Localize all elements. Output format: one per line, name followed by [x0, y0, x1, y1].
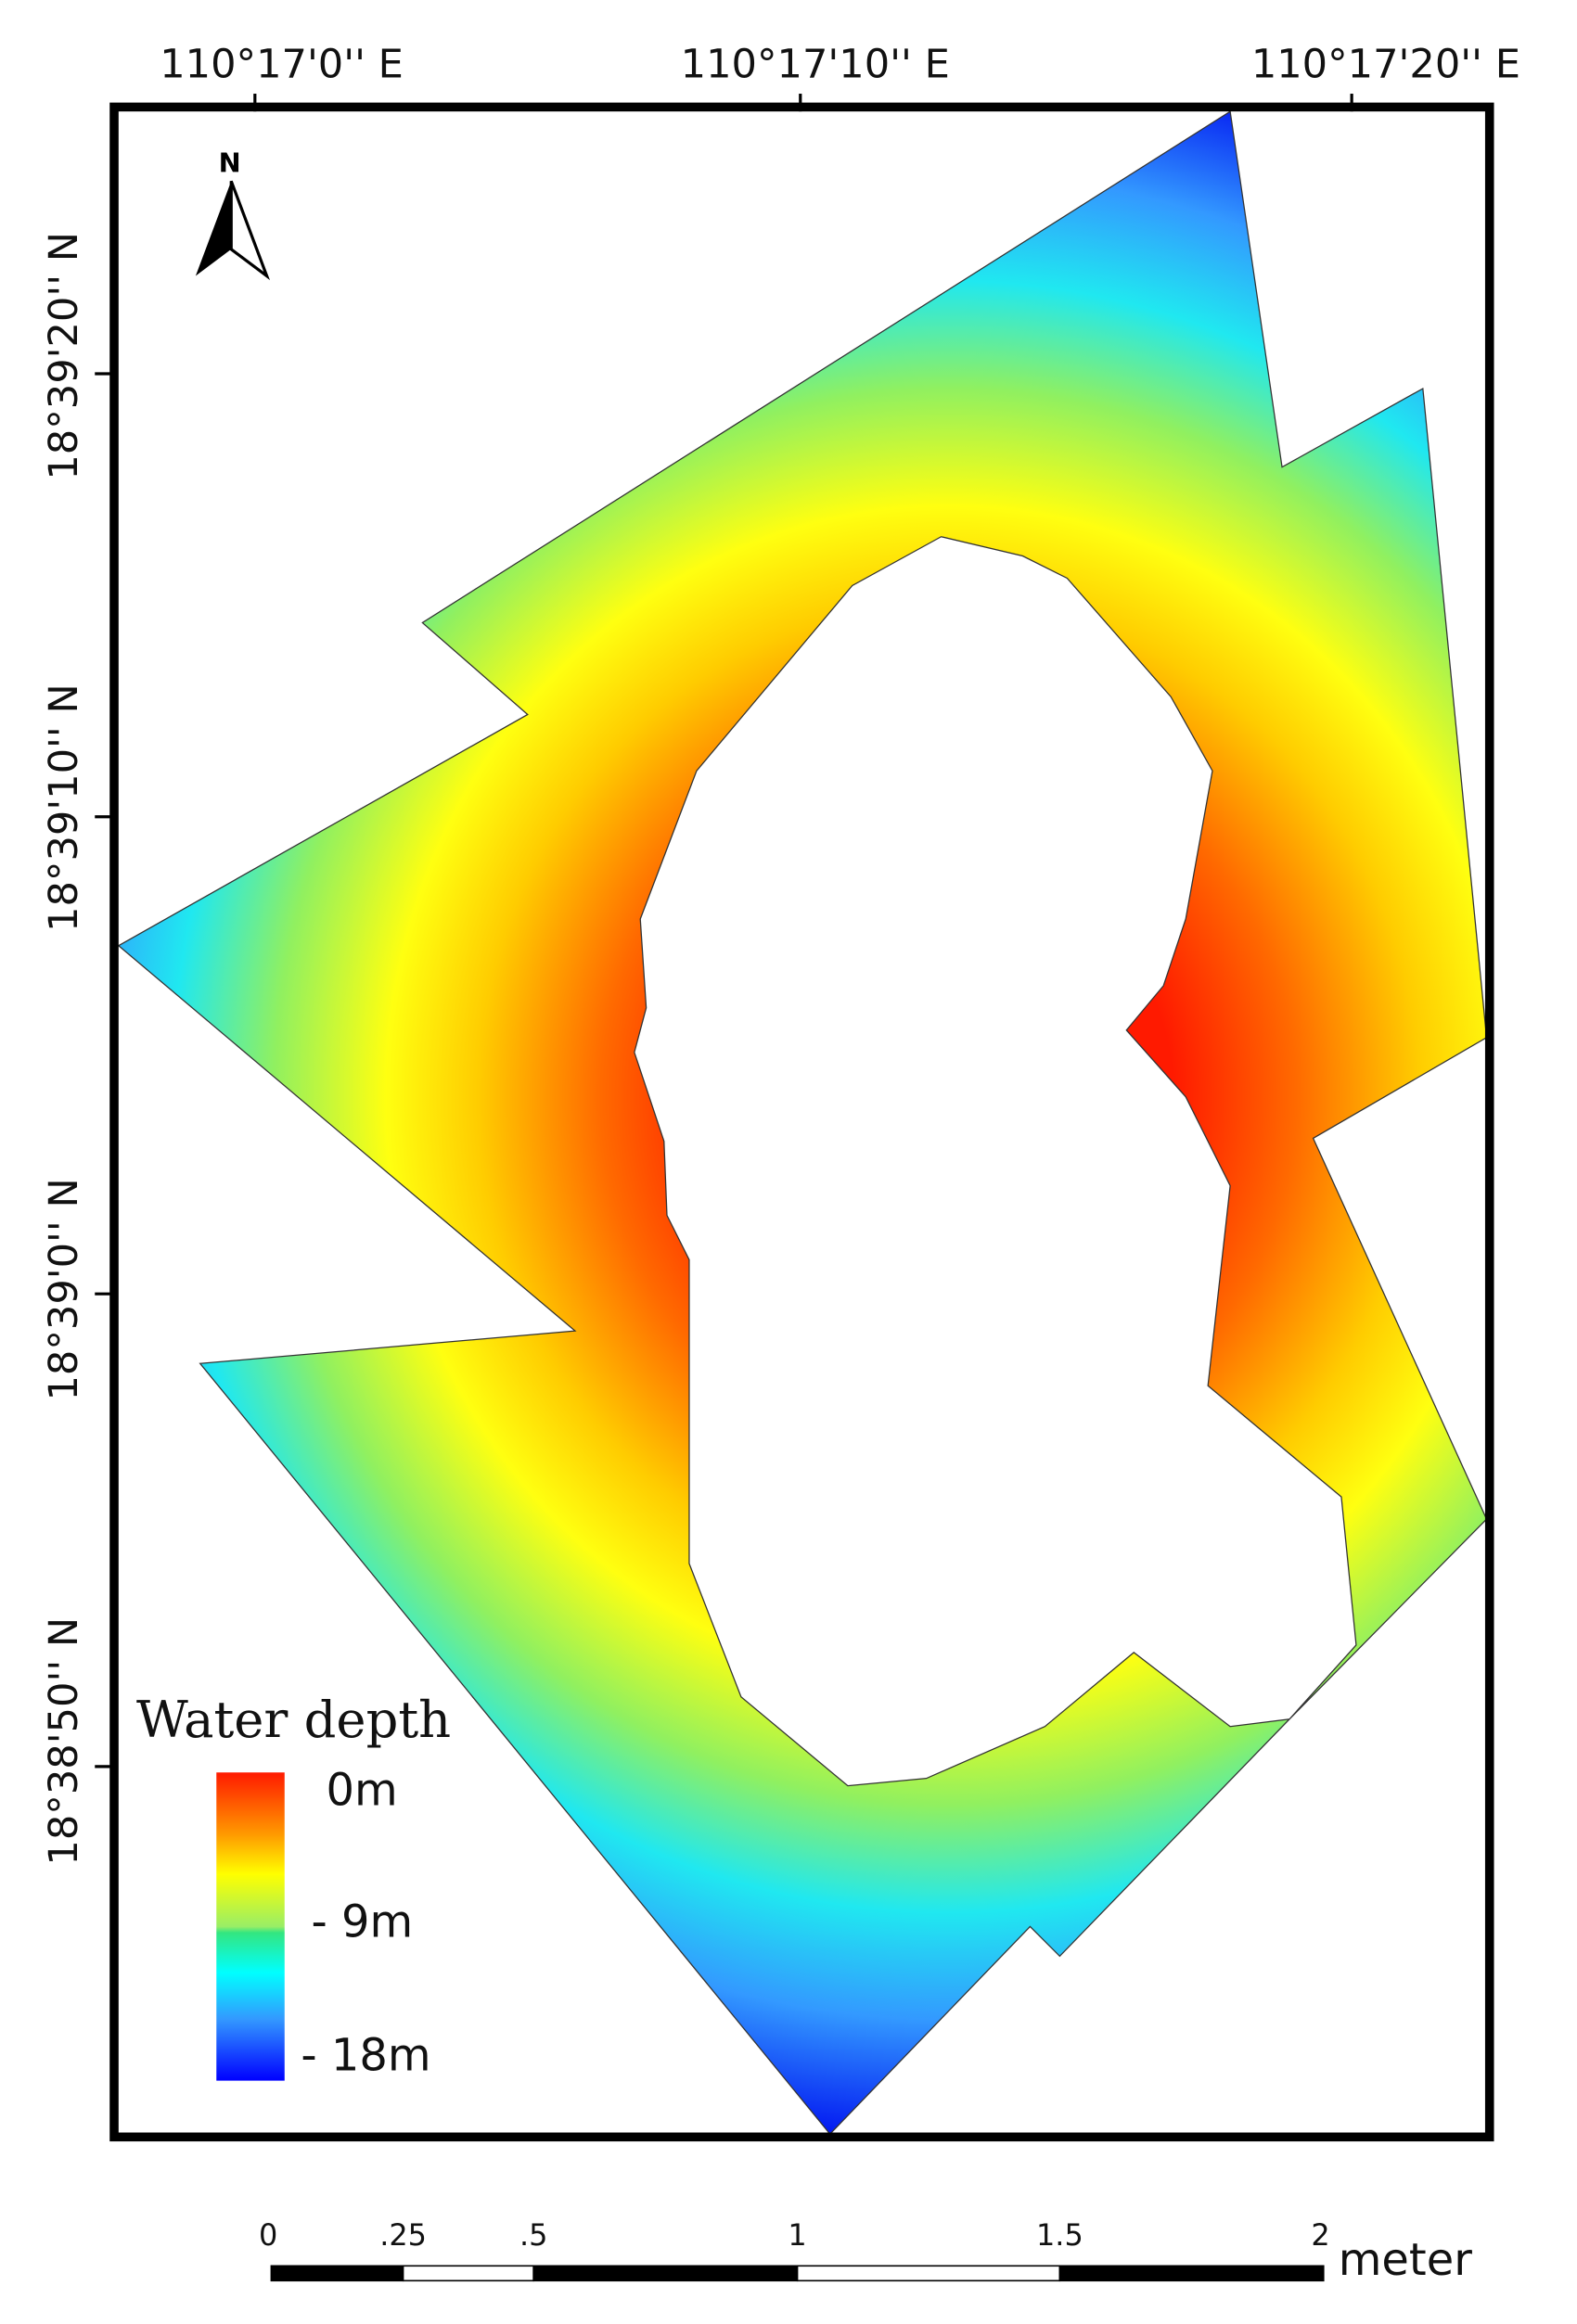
left-tick-label: 18°39'10'' N — [41, 683, 87, 932]
legend-label-18m: - 18m — [301, 2030, 430, 2081]
scale-label: 1 — [788, 2217, 806, 2253]
top-tick-label: 110°17'0'' E — [160, 41, 404, 87]
scale-unit: meter — [1339, 2235, 1472, 2286]
legend-label-0m: 0m — [327, 1765, 398, 1816]
left-tick-label: 18°39'0'' N — [41, 1178, 87, 1400]
top-tick-label: 110°17'20'' E — [1251, 41, 1520, 87]
left-tick-label: 18°38'50'' N — [41, 1617, 87, 1866]
scale-label: 1.5 — [1036, 2217, 1083, 2253]
scale-label: .25 — [379, 2217, 427, 2253]
legend-title: Water depth — [136, 1691, 451, 1749]
top-tick-label: 110°17'10'' E — [681, 41, 950, 87]
left-tick-label: 18°39'20'' N — [41, 232, 87, 480]
north-label: N — [219, 147, 241, 179]
scale-label: .5 — [519, 2217, 547, 2253]
legend: Water depth 0m - 9m - 18m — [136, 1691, 451, 2081]
scale-bar: 0 .25 .5 1 1.5 2 meter — [259, 2217, 1472, 2286]
top-axis: 110°17'0'' E 110°17'10'' E 110°17'20'' E — [160, 41, 1520, 112]
scale-label: 0 — [259, 2217, 277, 2253]
legend-label-9m: - 9m — [312, 1897, 414, 1948]
bathymetry-surface — [117, 110, 1488, 2136]
scale-label: 2 — [1311, 2217, 1329, 2253]
north-arrow-icon: N — [195, 147, 271, 281]
left-axis: 18°39'20'' N 18°39'10'' N 18°39'0'' N 18… — [41, 232, 116, 1866]
legend-color-ramp — [216, 1772, 285, 2081]
